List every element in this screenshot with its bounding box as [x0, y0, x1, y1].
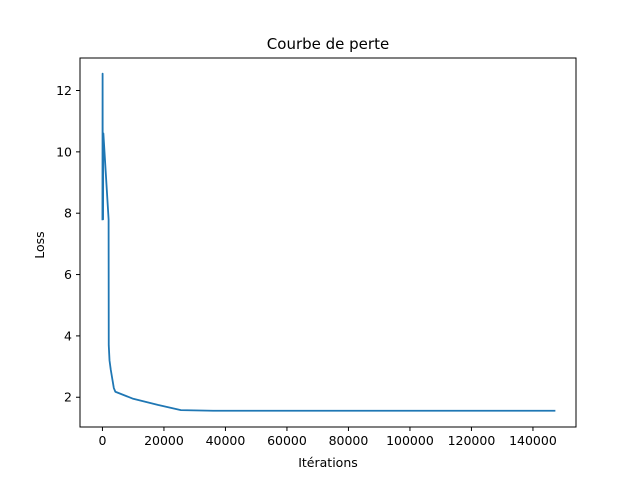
chart-title: Courbe de perte	[267, 35, 389, 53]
x-tick-label: 140000	[509, 433, 557, 448]
x-tick-label: 60000	[267, 433, 307, 448]
x-tick-label: 20000	[144, 433, 184, 448]
y-tick-label: 10	[56, 144, 72, 159]
axes-frame	[79, 57, 577, 428]
y-axis-label: Loss	[32, 231, 47, 258]
series-line-0	[101, 72, 556, 412]
x-tick-label: 0	[98, 433, 106, 448]
x-tick-label: 120000	[448, 433, 496, 448]
y-axis-ticks: 2 4 6 8 10 12	[56, 83, 80, 405]
y-tick-label: 2	[64, 390, 72, 405]
x-axis-label: Itérations	[298, 455, 358, 470]
y-tick-label: 12	[56, 83, 72, 98]
y-tick-label: 4	[64, 328, 72, 343]
x-tick-label: 80000	[329, 433, 369, 448]
x-axis-ticks: 0 20000 40000 60000 80000 100000 120000 140000	[98, 427, 557, 448]
x-tick-label: 100000	[386, 433, 434, 448]
x-tick-label: 40000	[206, 433, 246, 448]
y-tick-label: 6	[64, 267, 72, 282]
plot-area	[79, 57, 577, 428]
y-tick-label: 8	[64, 206, 72, 221]
